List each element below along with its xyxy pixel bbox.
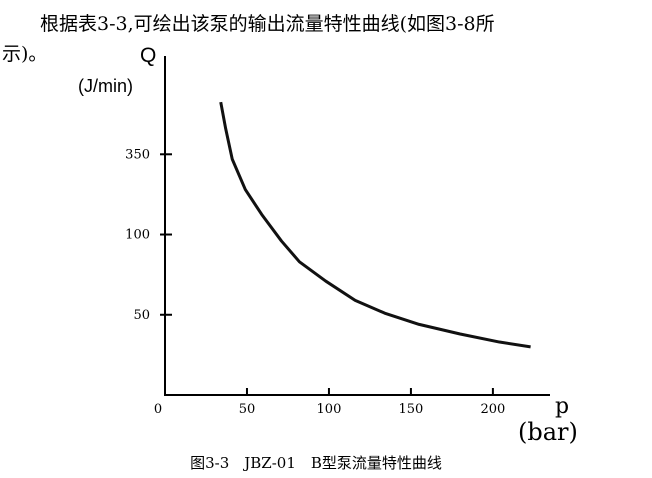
x-tick-label: 200 [480, 402, 505, 417]
x-axis-unit: (bar) [518, 418, 578, 446]
y-axis-symbol: Q [140, 44, 156, 67]
x-tick-label: 150 [399, 402, 424, 417]
x-tick-label: 0 [154, 402, 162, 417]
y-tick-label: 350 [125, 147, 150, 162]
x-axis-symbol: p [555, 394, 569, 419]
y-axis-unit: (J/min) [78, 76, 133, 96]
x-tick-label: 50 [239, 402, 256, 417]
x-tick-label: 100 [317, 402, 342, 417]
curve [219, 101, 531, 349]
y-tick-label: 50 [133, 308, 150, 323]
paragraph-line: 示)。 [2, 43, 47, 65]
y-tick-label: 100 [125, 228, 150, 243]
caption: 图3-3 JBZ-01 B型泵流量特性曲线 [190, 454, 442, 472]
paragraph-line: 根据表3-3,可绘出该泵的输出流量特性曲线(如图3-8所 [40, 13, 495, 35]
